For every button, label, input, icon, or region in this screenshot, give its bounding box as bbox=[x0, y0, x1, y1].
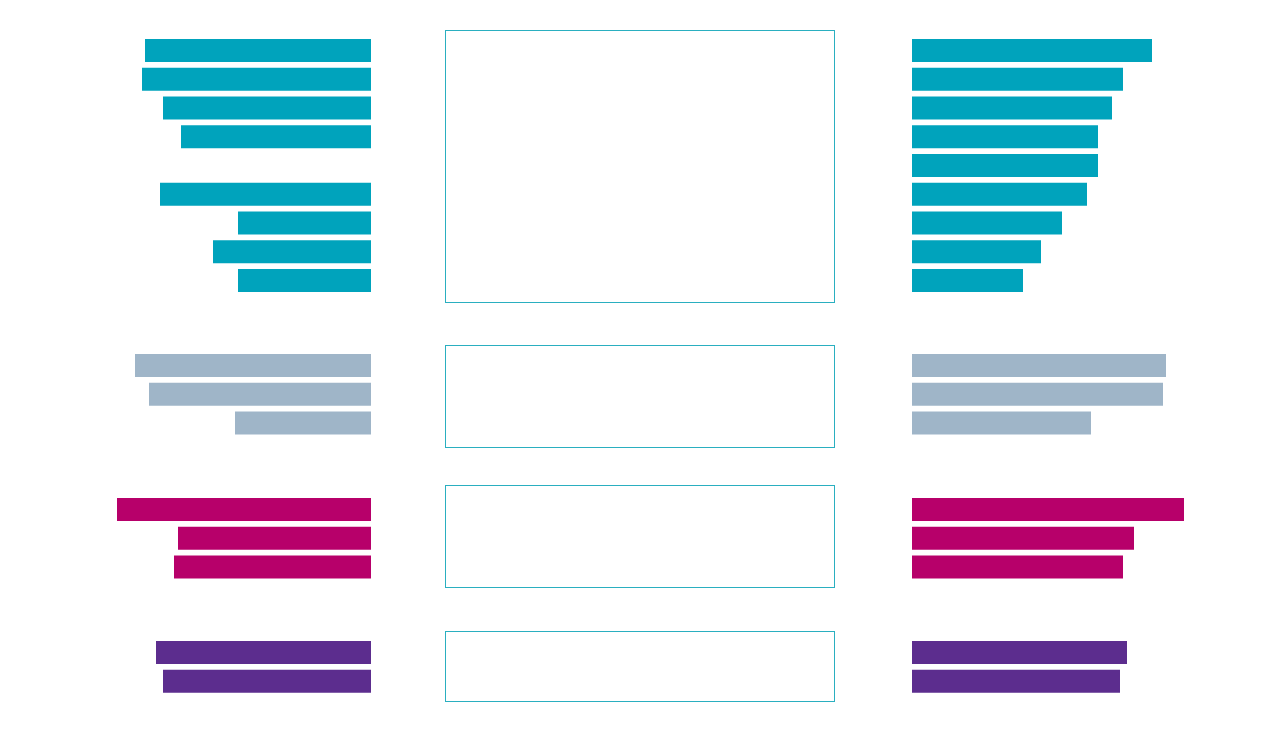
right-bar-g2-3 bbox=[912, 411, 1091, 435]
left-bar-g1-6 bbox=[160, 182, 371, 206]
left-bar-g1-9 bbox=[238, 269, 371, 292]
left-bar-g2-1 bbox=[135, 354, 371, 377]
right-bar-g3-1 bbox=[912, 498, 1184, 521]
left-bar-g2-3 bbox=[235, 411, 371, 435]
right-bar-g3-3 bbox=[912, 555, 1123, 579]
right-bar-g3-2 bbox=[912, 526, 1134, 550]
right-bar-g1-8 bbox=[912, 240, 1041, 264]
left-bar-g2-2 bbox=[149, 382, 371, 406]
right-bar-g1-6 bbox=[912, 182, 1087, 206]
left-bar-g4-1 bbox=[156, 641, 371, 664]
left-bar-g1-4 bbox=[181, 125, 371, 149]
right-bars bbox=[912, 39, 1184, 693]
right-bar-g2-2 bbox=[912, 382, 1163, 406]
center-panel-2 bbox=[445, 345, 835, 448]
center-panel-4 bbox=[445, 631, 835, 702]
left-bar-g1-1 bbox=[145, 39, 371, 62]
left-bars bbox=[117, 39, 371, 693]
right-bar-g1-1 bbox=[912, 39, 1152, 62]
left-bar-g3-2 bbox=[178, 526, 371, 550]
center-panel-3 bbox=[445, 485, 835, 588]
right-bar-g1-4 bbox=[912, 125, 1098, 149]
right-bar-g1-9 bbox=[912, 269, 1023, 292]
left-bar-g1-2 bbox=[142, 67, 371, 91]
right-bar-g1-3 bbox=[912, 96, 1112, 120]
right-bar-g1-5 bbox=[912, 154, 1098, 177]
left-bar-g3-3 bbox=[174, 555, 371, 579]
center-panels bbox=[445, 30, 835, 702]
left-bar-g1-3 bbox=[163, 96, 371, 120]
right-bar-g4-1 bbox=[912, 641, 1127, 664]
right-bar-g4-2 bbox=[912, 669, 1120, 693]
right-bar-g1-7 bbox=[912, 211, 1062, 235]
right-bar-g1-2 bbox=[912, 67, 1123, 91]
left-bar-g3-1 bbox=[117, 498, 371, 521]
center-panel-1 bbox=[445, 30, 835, 303]
left-bar-g4-2 bbox=[163, 669, 371, 693]
left-bar-g1-8 bbox=[213, 240, 371, 264]
right-bar-g2-1 bbox=[912, 354, 1166, 377]
left-bar-g1-7 bbox=[238, 211, 371, 235]
